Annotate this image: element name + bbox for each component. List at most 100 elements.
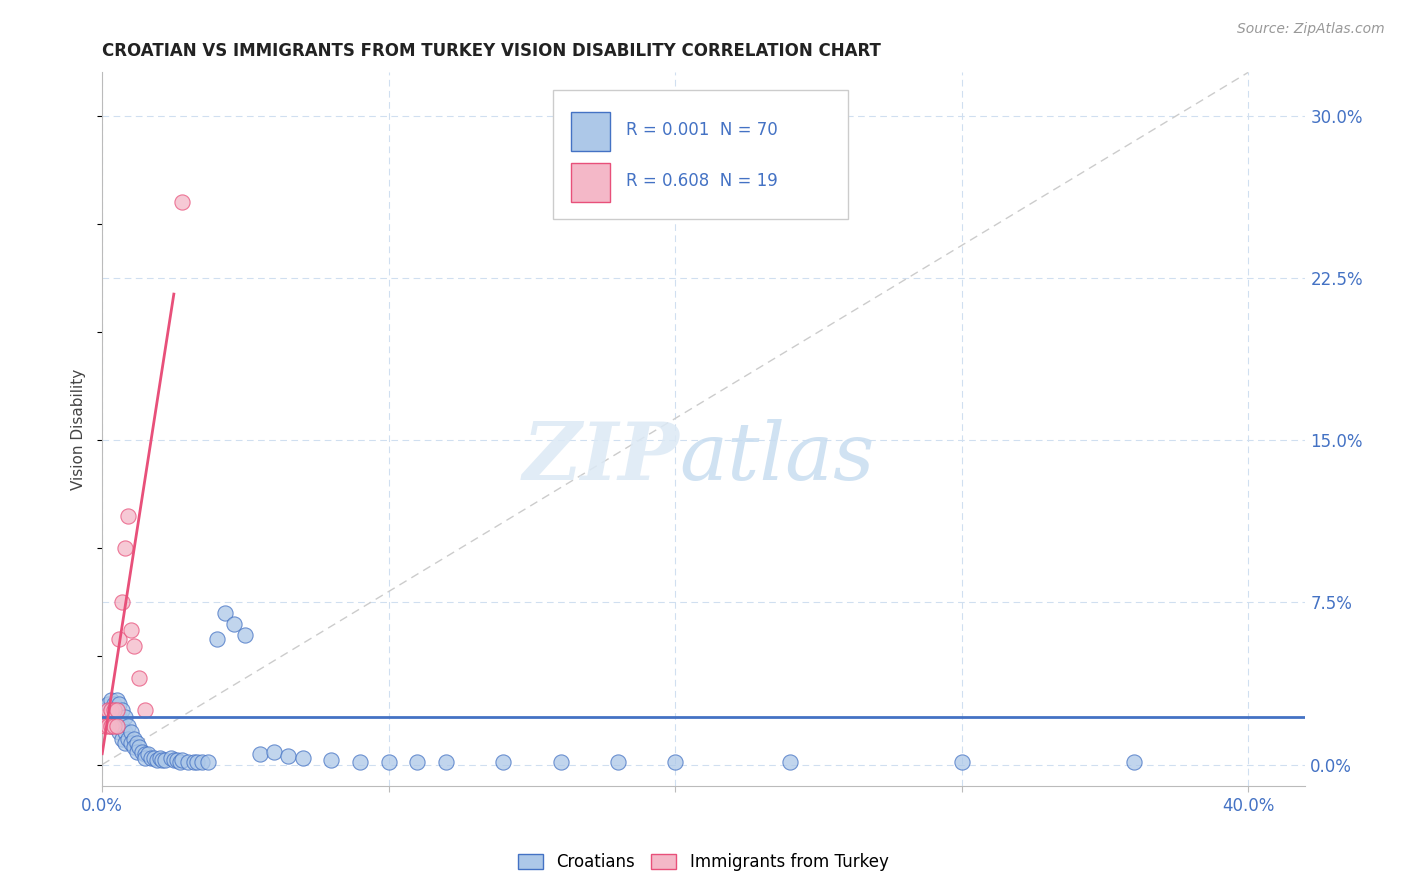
Point (434, 756, 457, 770)
Point (134, 747, 156, 761)
Point (186, 756, 208, 770)
Point (120, 736, 142, 750)
Point (103, 718, 125, 732)
FancyBboxPatch shape (571, 163, 610, 202)
Point (779, 756, 801, 770)
Point (108, 697, 131, 711)
Point (105, 703, 128, 717)
FancyBboxPatch shape (554, 90, 848, 219)
Point (148, 751, 170, 765)
Point (136, 747, 159, 761)
Point (163, 753, 186, 767)
Point (349, 756, 371, 770)
Point (128, 740, 150, 755)
Point (550, 756, 572, 770)
Point (108, 632, 131, 646)
Y-axis label: Vision Disability: Vision Disability (72, 368, 86, 490)
Point (128, 671, 150, 685)
Point (120, 725, 142, 739)
Point (94, 718, 117, 732)
Text: R = 0.608  N = 19: R = 0.608 N = 19 (626, 172, 778, 190)
Point (94, 710, 117, 724)
Point (97, 718, 120, 732)
Text: R = 0.001  N = 70: R = 0.001 N = 70 (626, 120, 778, 138)
Point (103, 710, 125, 724)
Point (166, 753, 188, 767)
Point (105, 718, 128, 732)
Point (191, 756, 214, 770)
Point (117, 508, 139, 523)
Point (100, 718, 122, 732)
Point (160, 751, 183, 765)
Point (125, 736, 148, 750)
Text: CROATIAN VS IMMIGRANTS FROM TURKEY VISION DISABILITY CORRELATION CHART: CROATIAN VS IMMIGRANTS FROM TURKEY VISIO… (103, 42, 882, 60)
Point (114, 710, 136, 724)
Point (100, 703, 122, 717)
Point (172, 195, 194, 210)
Text: ZIP: ZIP (523, 419, 679, 497)
Point (263, 745, 285, 759)
Point (664, 756, 686, 770)
Point (249, 747, 271, 761)
Point (100, 718, 122, 732)
Point (100, 692, 122, 706)
Point (197, 756, 219, 770)
Point (114, 725, 136, 739)
Point (291, 751, 314, 765)
Point (134, 703, 156, 717)
Point (117, 718, 139, 732)
Point (111, 595, 134, 609)
Point (125, 745, 148, 759)
Point (120, 624, 142, 638)
Point (214, 606, 236, 620)
Point (105, 703, 128, 717)
Point (94, 714, 117, 729)
Point (183, 756, 205, 770)
Point (97, 697, 120, 711)
Point (103, 703, 125, 717)
Point (111, 718, 134, 732)
Point (169, 756, 191, 770)
Point (606, 756, 628, 770)
Point (321, 753, 343, 767)
Point (103, 697, 125, 711)
Point (142, 751, 165, 765)
Point (492, 756, 515, 770)
Point (172, 753, 194, 767)
Point (94, 703, 117, 717)
Point (131, 745, 153, 759)
Point (205, 632, 228, 646)
Point (105, 692, 128, 706)
Point (122, 731, 145, 746)
Point (97, 703, 120, 717)
Point (222, 616, 245, 631)
Point (235, 628, 257, 642)
Point (122, 639, 145, 653)
Text: atlas: atlas (679, 419, 875, 497)
FancyBboxPatch shape (571, 112, 610, 151)
Point (177, 756, 200, 770)
Point (377, 756, 399, 770)
Point (155, 753, 177, 767)
Text: Source: ZipAtlas.com: Source: ZipAtlas.com (1237, 22, 1385, 37)
Point (139, 751, 162, 765)
Point (950, 756, 973, 770)
Point (108, 725, 131, 739)
Point (1122, 756, 1144, 770)
Point (134, 751, 156, 765)
Point (150, 753, 173, 767)
Point (105, 718, 128, 732)
Point (406, 756, 429, 770)
Point (97, 710, 120, 724)
Point (114, 541, 136, 556)
Point (117, 731, 139, 746)
Point (100, 703, 122, 717)
Point (122, 740, 145, 755)
Legend: Croatians, Immigrants from Turkey: Croatians, Immigrants from Turkey (509, 845, 897, 880)
Point (111, 731, 134, 746)
Point (111, 703, 134, 717)
Point (145, 753, 167, 767)
Point (277, 748, 299, 763)
Point (108, 710, 131, 724)
Point (114, 736, 136, 750)
